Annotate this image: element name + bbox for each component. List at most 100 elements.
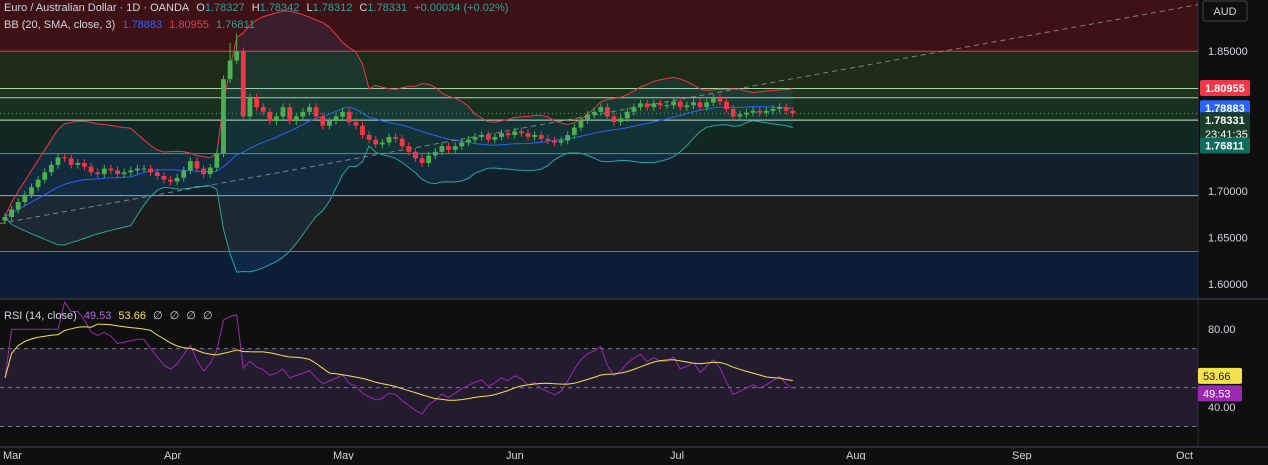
- candle-body: [95, 172, 101, 175]
- rsi-tick: 40.00: [1208, 402, 1236, 414]
- candle-body: [227, 60, 233, 80]
- rsi-label: RSI (14, close): [4, 310, 77, 322]
- candle-body: [353, 122, 359, 126]
- axis-separator: [0, 446, 1268, 448]
- candle-body: [240, 51, 246, 117]
- candle-body: [744, 112, 749, 115]
- candle-body: [201, 168, 206, 175]
- price-tick: 1.60000: [1208, 279, 1248, 291]
- badge-bb-lower: 1.76811: [1205, 141, 1244, 153]
- candle-body: [512, 131, 518, 135]
- candle-body: [777, 107, 782, 109]
- rsi-band: [0, 348, 1198, 427]
- currency-label: AUD: [1213, 6, 1236, 18]
- candle-body: [181, 170, 187, 178]
- badge-rsi: 49.53: [1203, 388, 1231, 400]
- candle-body: [472, 136, 478, 140]
- badge-last-price: 1.78331: [1205, 115, 1245, 127]
- rsi-legend[interactable]: RSI (14, close) 49.53 53.66 ∅ ∅ ∅ ∅: [4, 309, 217, 322]
- candle-body: [631, 107, 637, 112]
- candle-body: [730, 109, 736, 117]
- time-label-may: May: [333, 450, 354, 460]
- time-label-jul: Jul: [670, 450, 684, 460]
- zone-band-2: [0, 88, 1198, 98]
- candle-body: [2, 217, 8, 221]
- candle-body: [101, 168, 107, 175]
- candle-body: [505, 133, 511, 136]
- candle-body: [638, 103, 643, 108]
- rsi-ma-line: [4, 323, 793, 401]
- badge-rsi-bg: [1198, 385, 1242, 402]
- candle-body: [585, 114, 590, 121]
- bb-lower-line: [4, 120, 793, 273]
- zone-band-4: [0, 120, 1198, 154]
- candle-body: [313, 107, 319, 117]
- rsi-na-2: ∅: [169, 310, 180, 322]
- candle-body: [194, 161, 200, 169]
- candle-body: [684, 105, 690, 108]
- change-value: +0.00034 (+0.02%): [414, 2, 509, 14]
- candle-body: [605, 107, 610, 117]
- candle-body: [161, 176, 167, 180]
- candle-body: [677, 101, 683, 108]
- candle-body: [333, 116, 339, 122]
- candle-body: [618, 118, 624, 122]
- candle-body: [260, 107, 266, 112]
- trend-line: [0, 4, 1199, 224]
- candle-body: [413, 151, 418, 159]
- rsi-value: 49.53: [83, 310, 112, 322]
- bb-legend[interactable]: BB (20, SMA, close, 3) 1.78883 1.80955 1…: [4, 19, 259, 31]
- candle-body: [426, 155, 432, 163]
- candle-body: [88, 166, 94, 173]
- candle-body: [287, 107, 293, 122]
- bb-upper-line: [4, 10, 793, 218]
- candle-body: [737, 114, 743, 117]
- time-label-apr: Apr: [164, 450, 181, 460]
- candle-body: [452, 146, 458, 150]
- candle-body: [247, 97, 253, 117]
- rsi-tick: 80.00: [1208, 324, 1236, 336]
- currency-box[interactable]: [1202, 0, 1248, 22]
- candle-body: [571, 127, 577, 135]
- zone-band-7: [0, 251, 1198, 298]
- candle-body: [207, 167, 213, 175]
- candle-body: [790, 110, 796, 114]
- time-label-mar: Mar: [3, 450, 22, 460]
- candle-body: [624, 111, 630, 119]
- candle-body: [499, 133, 504, 137]
- zone-band-1: [0, 51, 1198, 89]
- candle-body: [538, 135, 544, 139]
- candle-body: [479, 135, 484, 137]
- rsi-na-4: ∅: [202, 310, 213, 322]
- candle-body: [174, 177, 180, 182]
- candle-body: [770, 109, 776, 111]
- candle-body: [188, 161, 193, 171]
- badge-bb-lower-bg: [1200, 137, 1250, 154]
- candle-body: [254, 97, 259, 108]
- candle-body: [439, 146, 445, 152]
- candle-body: [697, 102, 703, 108]
- bb-basis-value: 1.78883: [122, 19, 163, 31]
- time-label-jun: Jun: [506, 450, 524, 460]
- candle-body: [280, 107, 286, 117]
- candle-body: [671, 101, 676, 106]
- candle-body: [141, 168, 147, 170]
- open-label: O: [196, 2, 205, 14]
- candle-body: [492, 136, 498, 140]
- candle-body: [320, 116, 326, 126]
- symbol-legend: Euro / Australian Dollar · 1D · OANDA O1…: [4, 2, 512, 14]
- candle-body: [724, 101, 729, 109]
- pane-separator: [0, 298, 1268, 300]
- candle-body: [691, 102, 696, 106]
- candle-body: [293, 116, 299, 122]
- candle-body: [42, 172, 48, 180]
- candle-body: [55, 157, 61, 165]
- price-tick: 1.70000: [1208, 186, 1248, 198]
- candle-body: [9, 209, 14, 217]
- candle-body: [148, 168, 153, 173]
- candle-body: [459, 142, 465, 147]
- candle-body: [154, 172, 160, 176]
- candle-body: [565, 135, 571, 141]
